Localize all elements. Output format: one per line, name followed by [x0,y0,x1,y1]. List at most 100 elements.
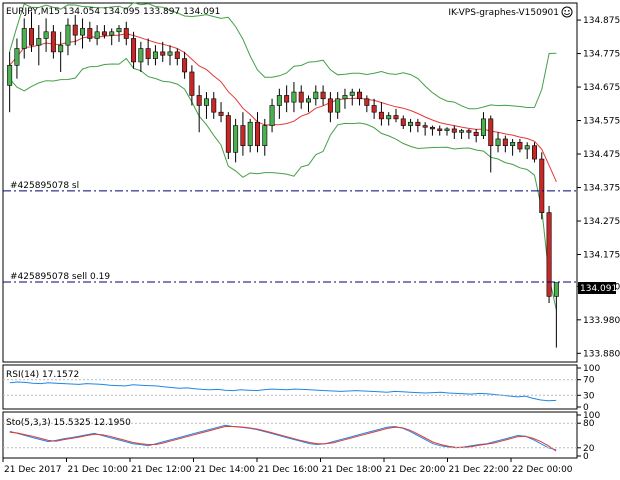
candle-body [437,128,443,131]
candle-body [539,158,545,213]
candle-body [371,105,377,113]
price-tick-label: 134.675 [583,83,620,93]
candle-body [306,98,312,103]
candle-body [502,138,508,146]
time-label: 21 Dec 2017 [4,465,62,475]
level-label: 20 [583,444,595,454]
candle-body [72,24,78,36]
candle-body [269,105,275,126]
price-panel[interactable] [2,2,578,363]
order-label: #425895078 sell 0.19 [10,272,110,282]
candle-body [233,125,239,153]
candle-body [80,28,86,36]
candle-body [58,44,64,53]
price-tick-label: 134.275 [583,217,620,227]
time-label: 21 Dec 12:00 [131,465,192,475]
candle-body [36,38,42,46]
candle-body [400,118,406,126]
symbol-info: EURJPY,M15 134.054 134.095 133.897 134.0… [6,7,220,17]
rsi-panel[interactable] [2,364,578,410]
candle-body [174,51,180,59]
candle-body [225,115,231,153]
price-tick-label: 134.475 [583,150,620,160]
candle-body [131,38,137,63]
candle-body [65,24,71,46]
candle-body [378,111,384,120]
candle-body [298,91,304,103]
candle-body [320,91,326,100]
rsi-line [9,381,557,402]
candle-body [357,91,363,100]
candle-body [21,28,27,49]
candle-body [444,128,450,131]
candle-body [160,51,166,56]
candle-body [313,91,319,100]
upper-band [9,2,557,110]
candle-body [459,130,465,133]
stochastic-label: Sto(5,3,3) 15.5325 12.1950 [6,418,131,428]
current-price-box [578,282,616,294]
candle-body [451,128,457,133]
candle-body [29,28,34,46]
time-label: 21 Dec 10:00 [68,465,129,475]
signature-label: IK-VPS-graphes-V150901 [448,8,559,18]
price-tick-label: 133.980 [583,316,620,326]
price-axis: 134.875 134.775 134.675 134.575 134.475 134.3… [577,16,620,359]
candle-body [240,125,246,146]
candle-body [342,95,348,100]
candle-body [488,118,494,146]
candle-body [364,98,370,106]
time-axis: 21 Dec 2017 21 Dec 10:00 21 Dec 12:00 21 De… [2,458,573,475]
candle-body [284,95,290,103]
candle-body [101,31,107,36]
candle-body [123,28,129,39]
stochastic-lines [9,424,557,452]
price-tick-label: 134.775 [583,50,620,60]
candle-body [422,125,428,128]
candle-body [524,145,530,150]
level-label: 0 [583,452,589,462]
candle-body [50,31,56,53]
candle-body [145,48,151,59]
candle-body [196,95,202,106]
price-tick-label: 134.175 [583,251,620,261]
candle-body [189,71,195,96]
time-label: 21 Dec 16:00 [258,465,319,475]
candle-body [553,282,559,297]
time-label: 21 Dec 14:00 [195,465,256,475]
candle-body [247,121,253,146]
time-label: 22 Dec 00:00 [512,465,573,475]
candle-body [386,115,392,120]
lower-band [9,57,557,311]
candle-body [203,98,209,106]
candle-body [167,51,173,56]
candle-body [466,130,472,133]
rsi-label: RSI(14) 17.1572 [6,370,79,380]
candle-body [415,121,421,126]
price-tick-label: 134.375 [583,184,620,194]
candles [7,11,559,348]
candle-body [262,125,268,146]
ma-line [9,33,557,183]
candle-body [480,118,486,136]
time-label: 21 Dec 22:00 [449,465,510,475]
candle-body [182,58,188,73]
price-tick-label: 134.875 [583,16,620,26]
candle-body [109,31,115,36]
candle-body [510,142,516,146]
candle-body [408,121,414,126]
candle-body [276,95,282,106]
candle-body [531,145,537,160]
moving-average [9,33,557,183]
candle-body [546,212,552,297]
indicator-line [9,426,557,452]
candle-body [116,28,122,33]
bollinger-bands [9,2,557,311]
indicator-line [9,381,557,402]
candle-body [94,31,100,39]
candle-body [495,138,501,146]
candle-body [473,131,479,136]
candle-body [87,28,93,39]
